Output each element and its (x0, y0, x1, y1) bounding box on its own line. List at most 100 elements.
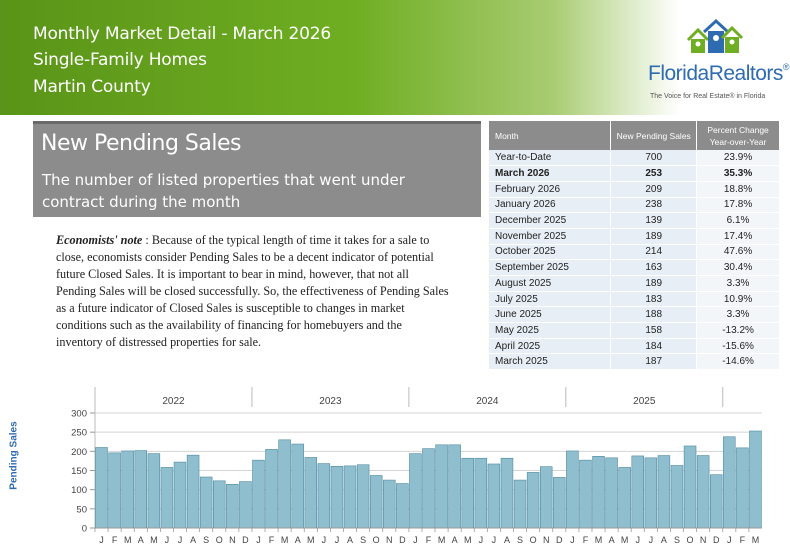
property-type: Single-Family Homes (33, 50, 207, 70)
bar (448, 444, 461, 529)
x-tick-label: A (190, 535, 196, 545)
bar (526, 472, 540, 529)
cell-pending-sales: 188 (610, 306, 698, 324)
cell-percent-change: 18.8% (696, 181, 780, 198)
cell-pending-sales: 253 (610, 165, 698, 182)
bar (304, 457, 318, 529)
x-tick-label: J (413, 535, 418, 545)
bar (644, 457, 658, 529)
x-tick-label: A (452, 535, 458, 545)
table-row: Year-to-Date 700 23.9% (489, 150, 780, 167)
table-row: September 2025 163 30.4% (489, 259, 780, 276)
cell-month: Year-to-Date (489, 150, 612, 167)
table-row: June 2025 188 3.3% (489, 306, 780, 324)
cell-pending-sales: 187 (610, 353, 698, 371)
x-tick-label: J (335, 535, 340, 545)
cell-percent-change: -15.6% (696, 338, 780, 355)
x-tick-label: M (621, 535, 629, 545)
table-row: October 2025 214 47.6% (489, 244, 780, 261)
bar (736, 447, 749, 529)
x-tick-label: S (360, 535, 366, 545)
bar (409, 453, 422, 529)
cell-percent-change: -13.2% (696, 322, 780, 339)
cell-month: January 2026 (489, 197, 612, 214)
bar (330, 465, 344, 529)
bar (474, 457, 488, 529)
y-tick-label: 100 (71, 485, 87, 496)
bar (173, 461, 187, 529)
x-tick-label: M (752, 535, 760, 545)
x-tick-label: D (399, 535, 406, 545)
x-tick-label: D (242, 535, 249, 545)
cell-percent-change: 3.3% (696, 306, 780, 324)
x-tick-label: A (347, 535, 353, 545)
cell-month: November 2025 (489, 228, 612, 245)
y-tick-label: 300 (71, 409, 87, 420)
cell-pending-sales: 189 (610, 228, 698, 245)
x-tick-label: A (504, 535, 510, 545)
economists-note: Economists' note : Because of the typica… (56, 232, 451, 351)
x-tick-label: A (609, 535, 615, 545)
bar (160, 467, 174, 529)
x-tick-label: J (256, 535, 261, 545)
metric-description: The number of listed properties that wen… (42, 171, 405, 211)
cell-pending-sales: 238 (610, 197, 698, 214)
florida-realtors-logo: FloridaRealtors® The Voice for Real Esta… (648, 18, 790, 108)
x-tick-label: O (687, 535, 694, 545)
y-tick-label: 0 (82, 524, 87, 535)
bar (605, 457, 618, 529)
cell-pending-sales: 183 (610, 291, 698, 308)
bar (553, 477, 566, 529)
cell-pending-sales: 189 (610, 275, 698, 292)
bar (683, 445, 697, 529)
bar (539, 466, 553, 529)
bar (435, 444, 448, 529)
cell-percent-change: 30.4% (696, 259, 780, 276)
x-tick-label: M (438, 535, 446, 545)
bar (709, 474, 723, 529)
x-tick-label: N (543, 535, 550, 545)
x-tick-label: S (517, 535, 523, 545)
bar (723, 436, 736, 529)
bar (369, 475, 383, 529)
logo-wordmark: FloridaRealtors® (648, 62, 790, 85)
x-tick-label: M (150, 535, 158, 545)
report-header: Monthly Market Detail - March 2026 Singl… (0, 0, 790, 115)
report-title: Monthly Market Detail - March 2026 (33, 24, 332, 44)
bar (239, 481, 252, 529)
bar (383, 479, 396, 529)
x-tick-label: S (203, 535, 209, 545)
cell-pending-sales: 139 (610, 212, 698, 229)
x-tick-label: M (464, 535, 472, 545)
table-row: August 2025 189 3.3% (489, 275, 780, 292)
x-tick-label: J (570, 535, 575, 545)
bar (566, 450, 579, 529)
table-row: April 2025 184 -15.6% (489, 338, 780, 355)
cell-month: December 2025 (489, 212, 612, 229)
bar (95, 447, 108, 529)
bar (422, 448, 435, 529)
bar (461, 457, 474, 529)
x-tick-label: N (700, 535, 707, 545)
cell-pending-sales: 209 (610, 181, 698, 198)
logo-tagline: The Voice for Real Estate® in Florida (650, 93, 766, 100)
x-tick-label: J (479, 535, 484, 545)
x-tick-label: S (674, 535, 680, 545)
x-tick-label: J (165, 535, 170, 545)
year-label: 2022 (162, 396, 185, 407)
bar (199, 476, 213, 529)
metric-title: New Pending Sales (41, 131, 241, 156)
bar (513, 479, 527, 529)
bar (749, 430, 762, 529)
bar (487, 463, 501, 529)
col-header-percent-change: Percent Change Year-over-Year (696, 121, 780, 150)
cell-pending-sales: 214 (610, 244, 698, 261)
x-tick-label: M (281, 535, 289, 545)
x-tick-label: J (727, 535, 732, 545)
year-label: 2025 (633, 396, 656, 407)
bar (252, 459, 265, 529)
bar (592, 456, 605, 529)
x-tick-label: M (124, 535, 132, 545)
table-row: January 2026 238 17.8% (489, 197, 780, 214)
x-tick-label: A (661, 535, 667, 545)
